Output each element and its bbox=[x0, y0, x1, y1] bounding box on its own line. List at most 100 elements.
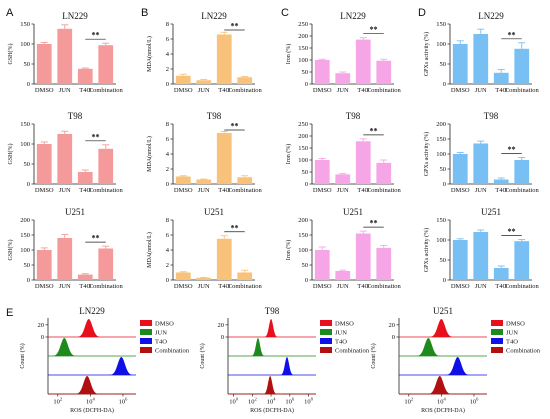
y-tick-label: 100 bbox=[436, 41, 446, 48]
category-label: T4O bbox=[357, 87, 369, 94]
y-axis-label: Iron (%) bbox=[285, 240, 292, 261]
bar-chart-D-t98: T98 0 50 100 150 200 GPXs activity (%) DMSO JUN T… bbox=[423, 111, 539, 194]
y-tick-label: 100 bbox=[298, 157, 308, 164]
y-tick-label: 150 bbox=[436, 217, 446, 224]
chart-title: T98 bbox=[346, 111, 361, 121]
flow-histogram-u251: U251 0 20 Count (%) 102 104 106 ROS (DCFH-DA) DM… bbox=[370, 306, 541, 414]
y-tick-label: 6 bbox=[166, 136, 170, 143]
y-tick-label: 50 bbox=[24, 61, 31, 68]
x-tick-label: 104 bbox=[267, 397, 277, 406]
category-label: DMSO bbox=[35, 187, 54, 194]
bar bbox=[237, 77, 253, 84]
y-axis-label: Iron (%) bbox=[285, 144, 292, 165]
y-tick-label: 100 bbox=[20, 247, 30, 254]
category-label: JUN bbox=[337, 187, 349, 194]
legend-label: DMSO bbox=[335, 321, 354, 328]
chart-title: U251 bbox=[433, 306, 453, 316]
category-label: JUN bbox=[475, 187, 487, 194]
y-tick-label: 8 bbox=[166, 121, 169, 128]
bar bbox=[493, 179, 509, 184]
category-label: JUN bbox=[59, 87, 71, 94]
histogram-peak-t4o bbox=[278, 356, 296, 375]
bar bbox=[355, 39, 371, 84]
bar bbox=[493, 268, 509, 280]
y-tick-label: 8 bbox=[166, 21, 169, 28]
category-label: T4O bbox=[357, 187, 369, 194]
histogram-peak-jun bbox=[413, 337, 443, 356]
bar-chart-D-u251: U251 0 50 100 150 GPXs activity (%) DMSO JUN T4O… bbox=[423, 207, 539, 290]
category-label: DMSO bbox=[174, 187, 193, 194]
significance-label: ** bbox=[508, 227, 516, 236]
x-tick-label: 102 bbox=[248, 397, 257, 406]
bar bbox=[98, 148, 114, 184]
y-tick-label: 4 bbox=[166, 151, 170, 158]
category-label: DMSO bbox=[35, 87, 54, 94]
chart-title: LN229 bbox=[62, 11, 88, 21]
y-tick-label: 250 bbox=[298, 121, 308, 128]
category-label: Combination bbox=[505, 187, 540, 194]
y-tick-label: 200 bbox=[298, 33, 308, 40]
legend-label: JUN bbox=[155, 330, 167, 337]
bar bbox=[77, 172, 93, 184]
bar bbox=[452, 240, 468, 280]
legend-label: T4O bbox=[155, 339, 167, 346]
flow-histogram-ln229: LN229 0 20 Count (%) 102 104 106 ROS (DCFH-DA) D… bbox=[19, 306, 190, 414]
x-tick-label: 106 bbox=[285, 397, 295, 406]
legend-swatch bbox=[140, 347, 152, 353]
panel-letter-B: B bbox=[141, 7, 148, 19]
chart-title: T98 bbox=[207, 111, 222, 121]
bar bbox=[473, 143, 489, 184]
chart-title: LN229 bbox=[478, 11, 504, 21]
legend-swatch bbox=[320, 320, 332, 326]
y-tick-label: 8 bbox=[166, 217, 169, 224]
category-label: Combination bbox=[89, 187, 124, 194]
y-tick-label: 50 bbox=[440, 257, 447, 264]
bar-chart-C-ln229: LN229 0 50 100 150 200 250 Iron (%) DMSO JUN T4OCo… bbox=[285, 11, 401, 94]
bar-chart-B-t98: T98 0 2 4 6 8 MDA(nmol/L) DMSO JUN T4OCombination… bbox=[146, 111, 262, 194]
significance-label: ** bbox=[231, 22, 239, 31]
chart-title: LN229 bbox=[79, 306, 105, 316]
y-tick-label: 100 bbox=[298, 247, 308, 254]
significance-label: ** bbox=[231, 223, 239, 232]
significance-label: ** bbox=[370, 25, 378, 34]
y-axis-label: Count (%) bbox=[370, 343, 377, 368]
y-tick-label: 0 bbox=[305, 181, 308, 188]
legend-label: JUN bbox=[506, 330, 518, 337]
y-tick-label: 4 bbox=[166, 247, 170, 254]
bar bbox=[36, 44, 52, 84]
significance-label: ** bbox=[92, 31, 100, 40]
chart-title: LN229 bbox=[201, 11, 227, 21]
legend-swatch bbox=[140, 329, 152, 335]
x-tick-label: 104 bbox=[437, 397, 447, 406]
category-label: JUN bbox=[198, 87, 210, 94]
y-axis-label: Iron (%) bbox=[285, 44, 292, 65]
bar bbox=[36, 250, 52, 280]
x-tick-label: 106 bbox=[119, 397, 128, 406]
y-tick-label: 200 bbox=[298, 133, 308, 140]
chart-title: T98 bbox=[68, 111, 83, 121]
bar bbox=[314, 250, 330, 280]
legend-swatch bbox=[491, 338, 503, 344]
y-tick-label: 100 bbox=[20, 41, 30, 48]
x-tick-label: 102 bbox=[53, 397, 62, 406]
category-label: Combination bbox=[505, 283, 540, 290]
x-tick-label: 108 bbox=[304, 397, 314, 406]
legend-swatch bbox=[320, 338, 332, 344]
bar bbox=[237, 272, 253, 280]
y-tick-label: 250 bbox=[298, 21, 308, 28]
y-tick-label: 0 bbox=[392, 334, 395, 341]
y-tick-label: 0 bbox=[443, 181, 446, 188]
bar bbox=[514, 241, 530, 280]
chart-title: U251 bbox=[204, 207, 224, 217]
significance-label: ** bbox=[508, 145, 516, 154]
bar bbox=[196, 277, 212, 280]
bar bbox=[452, 44, 468, 84]
chart-title: LN229 bbox=[340, 11, 366, 21]
bar-chart-C-u251: U251 0 50 100 150 200 Iron (%) DMSO JUN T4OCombin… bbox=[285, 207, 401, 290]
bar bbox=[335, 271, 351, 280]
y-tick-label: 0 bbox=[221, 334, 224, 341]
category-label: T4O bbox=[218, 187, 230, 194]
y-tick-label: 0 bbox=[166, 277, 169, 284]
x-tick-label: 102 bbox=[404, 397, 413, 406]
x-tick-label: 104 bbox=[86, 397, 96, 406]
